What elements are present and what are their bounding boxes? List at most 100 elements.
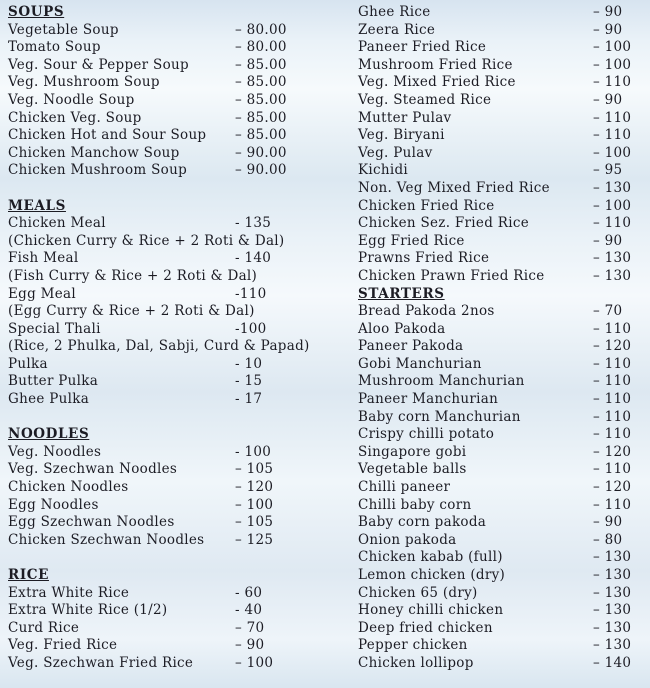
menu-item-row: Baby corn Manchurian – 110 xyxy=(358,409,650,427)
menu-item-row: Chilli paneer – 120 xyxy=(358,479,650,497)
item-name: Paneer Manchurian xyxy=(358,391,499,408)
item-name: Egg Szechwan Noodles xyxy=(8,514,175,531)
item-name: Ghee Rice xyxy=(358,4,431,20)
menu-item-row: Veg. Noodles - 100 xyxy=(8,444,325,462)
menu-item-row: Mushroom Manchurian – 110 xyxy=(358,373,650,391)
item-price: – 130 xyxy=(593,267,632,284)
item-note-text: (Fish Curry & Rice + 2 Roti & Dal) xyxy=(8,267,258,284)
item-price: – 100 xyxy=(235,496,274,513)
item-name: Deep fried chicken xyxy=(358,619,493,636)
menu-item-row: Mushroom Fried Rice – 100 xyxy=(358,57,650,75)
item-price: – 130 xyxy=(593,567,632,583)
item-name: Veg. Sour & Pepper Soup xyxy=(8,56,189,73)
menu-item-row: Chicken Meal - 135 xyxy=(8,215,325,233)
item-price: – 105 xyxy=(235,514,274,531)
menu-item-row: Veg. Fried Rice – 90 xyxy=(8,637,325,655)
item-price: – 85.00 xyxy=(235,91,287,108)
menu-item-row: Chicken lollipop – 140 xyxy=(358,655,650,673)
item-price: – 130 xyxy=(593,637,632,654)
item-name: Chicken lollipop xyxy=(358,654,474,671)
menu-item-row: Chicken Veg. Soup – 85.00 xyxy=(8,110,325,128)
menu-item-row: Onion pakoda – 80 xyxy=(358,532,650,550)
item-name: Chicken Mushroom Soup xyxy=(8,162,188,179)
menu-column-left: SOUPS Vegetable Soup – 80.00 Tomato Soup – 8… xyxy=(0,4,325,688)
item-name: Chicken Manchow Soup xyxy=(8,144,180,161)
item-price: – 85.00 xyxy=(235,127,287,144)
item-note-text: (Rice, 2 Phulka, Dal, Sabji, Curd & Papa… xyxy=(8,338,310,355)
item-name: Chicken kabab (full) xyxy=(358,549,503,566)
menu-item-row: Veg. Mushroom Soup – 85.00 xyxy=(8,74,325,92)
menu-item-row: Egg Noodles – 100 xyxy=(8,497,325,515)
menu-item-row: Egg Szechwan Noodles – 105 xyxy=(8,514,325,532)
item-name: Egg Fried Rice xyxy=(358,232,465,249)
item-price: – 120 xyxy=(593,338,632,355)
item-name: Veg. Fried Rice xyxy=(8,637,118,654)
item-price: – 85.00 xyxy=(235,109,287,126)
item-name: Baby corn pakoda xyxy=(358,514,487,531)
item-name: Veg. Mixed Fried Rice xyxy=(358,74,516,91)
item-name: Veg. Biryani xyxy=(358,127,445,144)
item-price: – 110 xyxy=(593,74,632,91)
item-price: -100 xyxy=(235,320,267,337)
menu-item-row: Paneer Manchurian – 110 xyxy=(358,391,650,409)
menu-item-row: Chicken Mushroom Soup – 90.00 xyxy=(8,162,325,180)
menu-item-row: Egg Meal -110 xyxy=(8,286,325,304)
item-name: Singapore gobi xyxy=(358,443,467,460)
item-price: – 90 xyxy=(593,514,623,531)
section-header: NOODLES xyxy=(8,426,325,444)
item-name: Butter Pulka xyxy=(8,373,99,390)
menu-item-row: Singapore gobi – 120 xyxy=(358,444,650,462)
item-price: – 90 xyxy=(593,21,623,38)
item-name: Chicken Szechwan Noodles xyxy=(8,531,205,548)
item-name: Crispy chilli potato xyxy=(358,426,495,443)
item-name: Non. Veg Mixed Fried Rice xyxy=(358,179,550,196)
menu-item-row: Veg. Mixed Fried Rice – 110 xyxy=(358,74,650,92)
item-price: – 130 xyxy=(593,250,632,267)
item-price: – 90 xyxy=(593,4,623,20)
section-header: RICE xyxy=(8,567,325,585)
item-price: – 70 xyxy=(235,619,265,636)
menu-item-row: Butter Pulka - 15 xyxy=(8,373,325,391)
menu-item-row: Chilli baby corn – 110 xyxy=(358,497,650,515)
item-price: – 110 xyxy=(593,373,632,390)
section-header: STARTERS xyxy=(358,286,650,304)
menu-item-row: Mutter Pulav – 110 xyxy=(358,110,650,128)
menu-item-row: Chicken Noodles – 120 xyxy=(8,479,325,497)
item-name: Special Thali xyxy=(8,320,101,337)
item-price: – 110 xyxy=(593,426,632,443)
menu-item-row: Gobi Manchurian – 110 xyxy=(358,356,650,374)
item-price: – 110 xyxy=(593,355,632,372)
menu-item-row: Vegetable balls – 110 xyxy=(358,461,650,479)
menu-item-row: Egg Fried Rice – 90 xyxy=(358,233,650,251)
item-price: – 100 xyxy=(235,654,274,671)
menu-item-row: Pepper chicken – 130 xyxy=(358,637,650,655)
item-name: Vegetable balls xyxy=(358,461,467,478)
item-name: Chicken 65 (dry) xyxy=(358,584,478,601)
item-price: – 130 xyxy=(593,584,632,601)
item-price: – 105 xyxy=(235,461,274,478)
menu-item-row: Veg. Pulav – 100 xyxy=(358,145,650,163)
menu-item-row: Chicken Hot and Sour Soup – 85.00 xyxy=(8,127,325,145)
menu-item-row: Aloo Pakoda – 110 xyxy=(358,321,650,339)
item-name: Fish Meal xyxy=(8,250,79,267)
menu-item-row: Bread Pakoda 2nos – 70 xyxy=(358,303,650,321)
item-name: Mutter Pulav xyxy=(358,109,452,126)
item-price: -110 xyxy=(235,285,267,302)
menu-gap xyxy=(8,180,325,198)
menu-item-row: Extra White Rice - 60 xyxy=(8,585,325,603)
item-price: – 110 xyxy=(593,109,632,126)
menu-item-row: Kichidi – 95 xyxy=(358,162,650,180)
item-price: – 100 xyxy=(593,56,632,73)
menu-item-note: (Egg Curry & Rice + 2 Roti & Dal) xyxy=(8,303,325,321)
item-name: Bread Pakoda 2nos xyxy=(358,303,495,320)
item-name: Veg. Szechwan Fried Rice xyxy=(8,654,194,671)
item-name: Pepper chicken xyxy=(358,637,468,654)
item-name: Chicken Prawn Fried Rice xyxy=(358,267,545,284)
item-name: Extra White Rice (1/2) xyxy=(8,602,168,619)
menu-item-row: Zeera Rice – 90 xyxy=(358,22,650,40)
menu-item-row: Crispy chilli potato – 110 xyxy=(358,426,650,444)
item-price: – 85.00 xyxy=(235,74,287,91)
menu-item-row: Veg. Noodle Soup – 85.00 xyxy=(8,92,325,110)
item-name: Onion pakoda xyxy=(358,531,457,548)
item-name: Chicken Veg. Soup xyxy=(8,109,142,126)
